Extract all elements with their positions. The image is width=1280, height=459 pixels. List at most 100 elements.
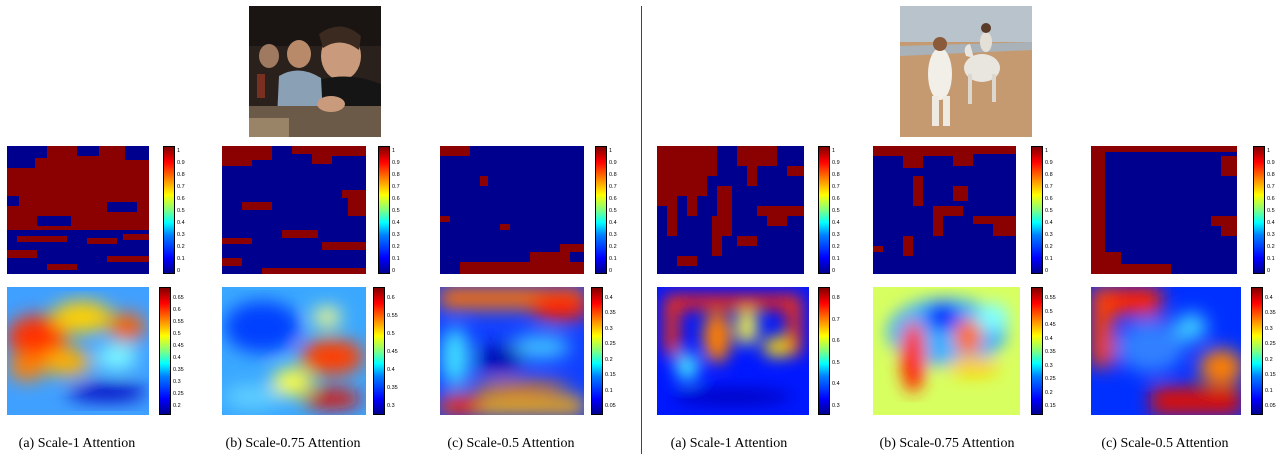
colorbar-tick: 0.6 (173, 307, 181, 313)
colorbar-tick: 0.1 (1267, 256, 1275, 262)
colorbar-tick: 0.15 (1265, 372, 1276, 379)
colorbar-tick: 0.2 (1265, 356, 1273, 363)
colorbar-tick: 0.9 (177, 160, 185, 166)
colorbar-tick: 0.3 (1045, 232, 1053, 238)
caption-scale-05: (c) Scale-0.5 Attention (447, 436, 575, 451)
colorbar-attention-1 (159, 287, 171, 415)
colorbar-tick: 0.65 (173, 295, 184, 301)
colorbar-tick: 0.5 (392, 208, 400, 214)
attention-map-scale-1 (657, 287, 809, 415)
colorbar-tick: 0.15 (1045, 403, 1056, 409)
colorbar-attention-4 (818, 287, 830, 415)
colorbar-tick: 0.3 (173, 379, 181, 385)
colorbar-tick: 0.35 (173, 367, 184, 373)
colorbar-binary-5 (1031, 146, 1043, 274)
colorbar-tick: 0.45 (387, 349, 398, 355)
colorbar-tick: 1 (609, 148, 613, 154)
caption-scale-1: (a) Scale-1 Attention (670, 436, 788, 451)
colorbar-tick: 0.2 (1267, 244, 1275, 250)
colorbar-tick: 0.2 (173, 403, 181, 409)
colorbar-tick: 0.8 (832, 295, 840, 301)
colorbar-tick: 0.05 (605, 403, 616, 409)
colorbar-tick: 1 (1267, 148, 1271, 154)
colorbar-tick: 0.3 (1267, 232, 1275, 238)
colorbar-tick: 0.4 (605, 295, 613, 301)
colorbar-tick: 0.6 (832, 196, 840, 202)
colorbar-tick: 0.55 (387, 313, 398, 319)
colorbar-tick: 0.9 (392, 160, 400, 166)
colorbar-tick: 0.25 (1265, 341, 1276, 348)
colorbar-tick: 0.5 (609, 208, 617, 214)
colorbar-tick: 0.3 (605, 325, 613, 332)
colorbar-tick: 0.1 (392, 256, 400, 262)
colorbar-tick: 0.3 (392, 232, 400, 238)
colorbar-tick: 0.8 (1045, 172, 1053, 178)
colorbar-tick: 0.1 (605, 387, 613, 394)
colorbar-tick: 0.6 (177, 196, 185, 202)
colorbar-tick: 0.4 (832, 220, 840, 226)
colorbar-tick: 0.6 (392, 196, 400, 202)
colorbar-tick: 0.3 (832, 403, 840, 409)
colorbar-tick: 0.6 (1045, 196, 1053, 202)
colorbar-tick: 0.3 (387, 403, 395, 409)
colorbar-tick: 0.9 (1045, 160, 1053, 166)
colorbar-tick: 0.2 (609, 244, 617, 250)
colorbar-tick: 0 (1045, 268, 1049, 274)
colorbar-tick: 0.8 (832, 172, 840, 178)
colorbar-tick: 0.7 (832, 184, 840, 190)
colorbar-tick: 0.1 (609, 256, 617, 262)
colorbar-tick: 0.1 (832, 256, 840, 262)
caption-scale-1: (a) Scale-1 Attention (18, 436, 136, 451)
colorbar-tick: 0 (392, 268, 396, 274)
colorbar-tick: 0.4 (1045, 220, 1053, 226)
colorbar-tick: 1 (392, 148, 396, 154)
colorbar-tick: 0.35 (1045, 349, 1056, 355)
photo-people-at-table (249, 6, 381, 137)
colorbar-attention-5 (1031, 287, 1043, 415)
colorbar-tick: 0.3 (177, 232, 185, 238)
colorbar-tick: 1 (177, 148, 181, 154)
colorbar-binary-4 (818, 146, 830, 274)
binary-map-scale-05 (440, 146, 584, 274)
colorbar-tick: 0.05 (1265, 403, 1276, 409)
colorbar-tick: 0.45 (1045, 322, 1056, 328)
colorbar-tick: 0.7 (392, 184, 400, 190)
colorbar-tick: 0.5 (1045, 308, 1053, 315)
colorbar-tick: 1 (832, 148, 836, 154)
colorbar-attention-3 (591, 287, 603, 415)
colorbar-tick: 0.2 (1045, 389, 1053, 396)
colorbar-tick: 0.15 (605, 372, 616, 379)
colorbar-tick: 0.6 (609, 196, 617, 202)
colorbar-tick: 0.25 (1045, 376, 1056, 382)
colorbar-tick: 0.9 (1267, 160, 1275, 166)
colorbar-tick: 0.9 (609, 160, 617, 166)
colorbar-tick: 0.9 (832, 160, 840, 166)
photo-horse-rider-beach (900, 6, 1032, 137)
colorbar-tick: 0.8 (1267, 172, 1275, 178)
colorbar-tick: 0.8 (177, 172, 185, 178)
colorbar-tick: 0.1 (1265, 387, 1273, 394)
colorbar-tick: 0 (832, 268, 836, 274)
attention-map-scale-1 (7, 287, 149, 415)
colorbar-tick: 0.2 (1045, 244, 1053, 250)
colorbar-binary-2 (378, 146, 390, 274)
binary-map-scale-05 (1091, 146, 1237, 274)
colorbar-tick: 0 (1267, 268, 1271, 274)
colorbar-tick: 0.7 (609, 184, 617, 190)
colorbar-tick: 0.7 (832, 316, 840, 323)
colorbar-tick: 1 (1045, 148, 1049, 154)
colorbar-binary-3 (595, 146, 607, 274)
colorbar-tick: 0.35 (1265, 310, 1276, 317)
colorbar-tick: 0.45 (173, 343, 184, 349)
colorbar-tick: 0.3 (609, 232, 617, 238)
binary-map-scale-075 (873, 146, 1016, 274)
colorbar-tick: 0.8 (609, 172, 617, 178)
attention-map-scale-075 (873, 287, 1020, 415)
binary-map-scale-1 (657, 146, 804, 274)
colorbar-tick: 0.5 (173, 331, 181, 337)
colorbar-tick: 0.4 (173, 355, 181, 361)
colorbar-tick: 0.35 (387, 385, 398, 391)
colorbar-tick: 0.5 (387, 331, 395, 337)
colorbar-tick: 0.3 (832, 232, 840, 238)
colorbar-attention-2 (373, 287, 385, 415)
